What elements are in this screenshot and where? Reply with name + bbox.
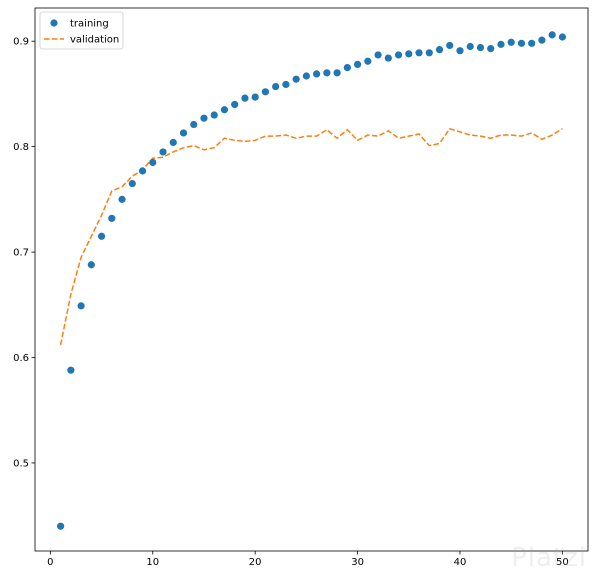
- x-tick-label: 0: [47, 557, 53, 568]
- training-point: [87, 261, 95, 269]
- training-point: [190, 120, 198, 129]
- training-point: [210, 111, 218, 119]
- training-point: [67, 366, 75, 374]
- training-point: [456, 47, 464, 55]
- training-point: [313, 70, 321, 78]
- training-point: [394, 51, 403, 59]
- y-tick-label: 0.8: [13, 142, 29, 153]
- plot-series: [57, 31, 566, 530]
- training-point: [169, 138, 177, 147]
- training-point: [364, 57, 372, 65]
- training-point: [323, 69, 331, 77]
- training-point: [220, 106, 229, 114]
- training-point: [384, 54, 392, 62]
- training-point: [118, 195, 126, 203]
- legend-marker-training: [50, 19, 58, 27]
- training-point: [405, 50, 413, 58]
- training-point: [435, 46, 444, 54]
- training-point: [261, 88, 270, 96]
- training-point: [343, 63, 351, 72]
- training-point: [302, 72, 310, 80]
- training-point: [538, 36, 546, 44]
- training-point: [231, 100, 239, 109]
- x-tick-label: 50: [556, 557, 569, 568]
- training-point: [446, 41, 454, 50]
- training-point: [200, 114, 208, 122]
- training-point: [425, 49, 433, 57]
- legend: training validation: [39, 11, 124, 50]
- training-point: [558, 33, 566, 41]
- training-point: [241, 94, 249, 102]
- training-point: [528, 39, 536, 47]
- x-tick-label: 30: [351, 557, 364, 568]
- training-point: [353, 60, 362, 69]
- training-point: [57, 522, 65, 530]
- training-point: [272, 82, 280, 91]
- y-tick-label: 0.7: [13, 248, 29, 259]
- training-point: [159, 148, 167, 156]
- training-point: [149, 158, 157, 167]
- training-point: [466, 42, 474, 51]
- validation-line: [59, 127, 563, 346]
- training-point: [517, 39, 526, 47]
- watermark-logo: Platzi: [511, 543, 587, 573]
- training-point: [97, 232, 106, 240]
- training-point: [251, 93, 259, 101]
- legend-label-validation: validation: [70, 35, 119, 46]
- axes: 0 10 20 30 40 50 0.5 0.6 0.7 0.8 0.9: [13, 7, 589, 568]
- y-tick-label: 0.9: [13, 37, 29, 48]
- training-point: [497, 40, 505, 48]
- training-point: [487, 44, 495, 53]
- training-point: [138, 167, 147, 175]
- x-tick-label: 20: [249, 557, 262, 568]
- training-point: [374, 51, 382, 59]
- y-tick-label: 0.5: [13, 458, 29, 469]
- training-point: [415, 49, 423, 57]
- training-point: [507, 38, 515, 46]
- training-point: [282, 80, 290, 89]
- training-point: [179, 129, 188, 137]
- plot-frame: [34, 7, 589, 552]
- legend-label-training: training: [70, 19, 109, 30]
- training-point: [108, 214, 116, 222]
- x-tick-label: 10: [146, 557, 159, 568]
- y-tick-label: 0.6: [13, 353, 29, 364]
- x-tick-label: 40: [454, 557, 467, 568]
- training-point: [128, 179, 136, 188]
- training-point: [77, 302, 85, 310]
- training-point: [292, 75, 300, 83]
- training-point: [333, 69, 341, 77]
- training-point: [476, 43, 485, 52]
- training-point: [548, 31, 556, 39]
